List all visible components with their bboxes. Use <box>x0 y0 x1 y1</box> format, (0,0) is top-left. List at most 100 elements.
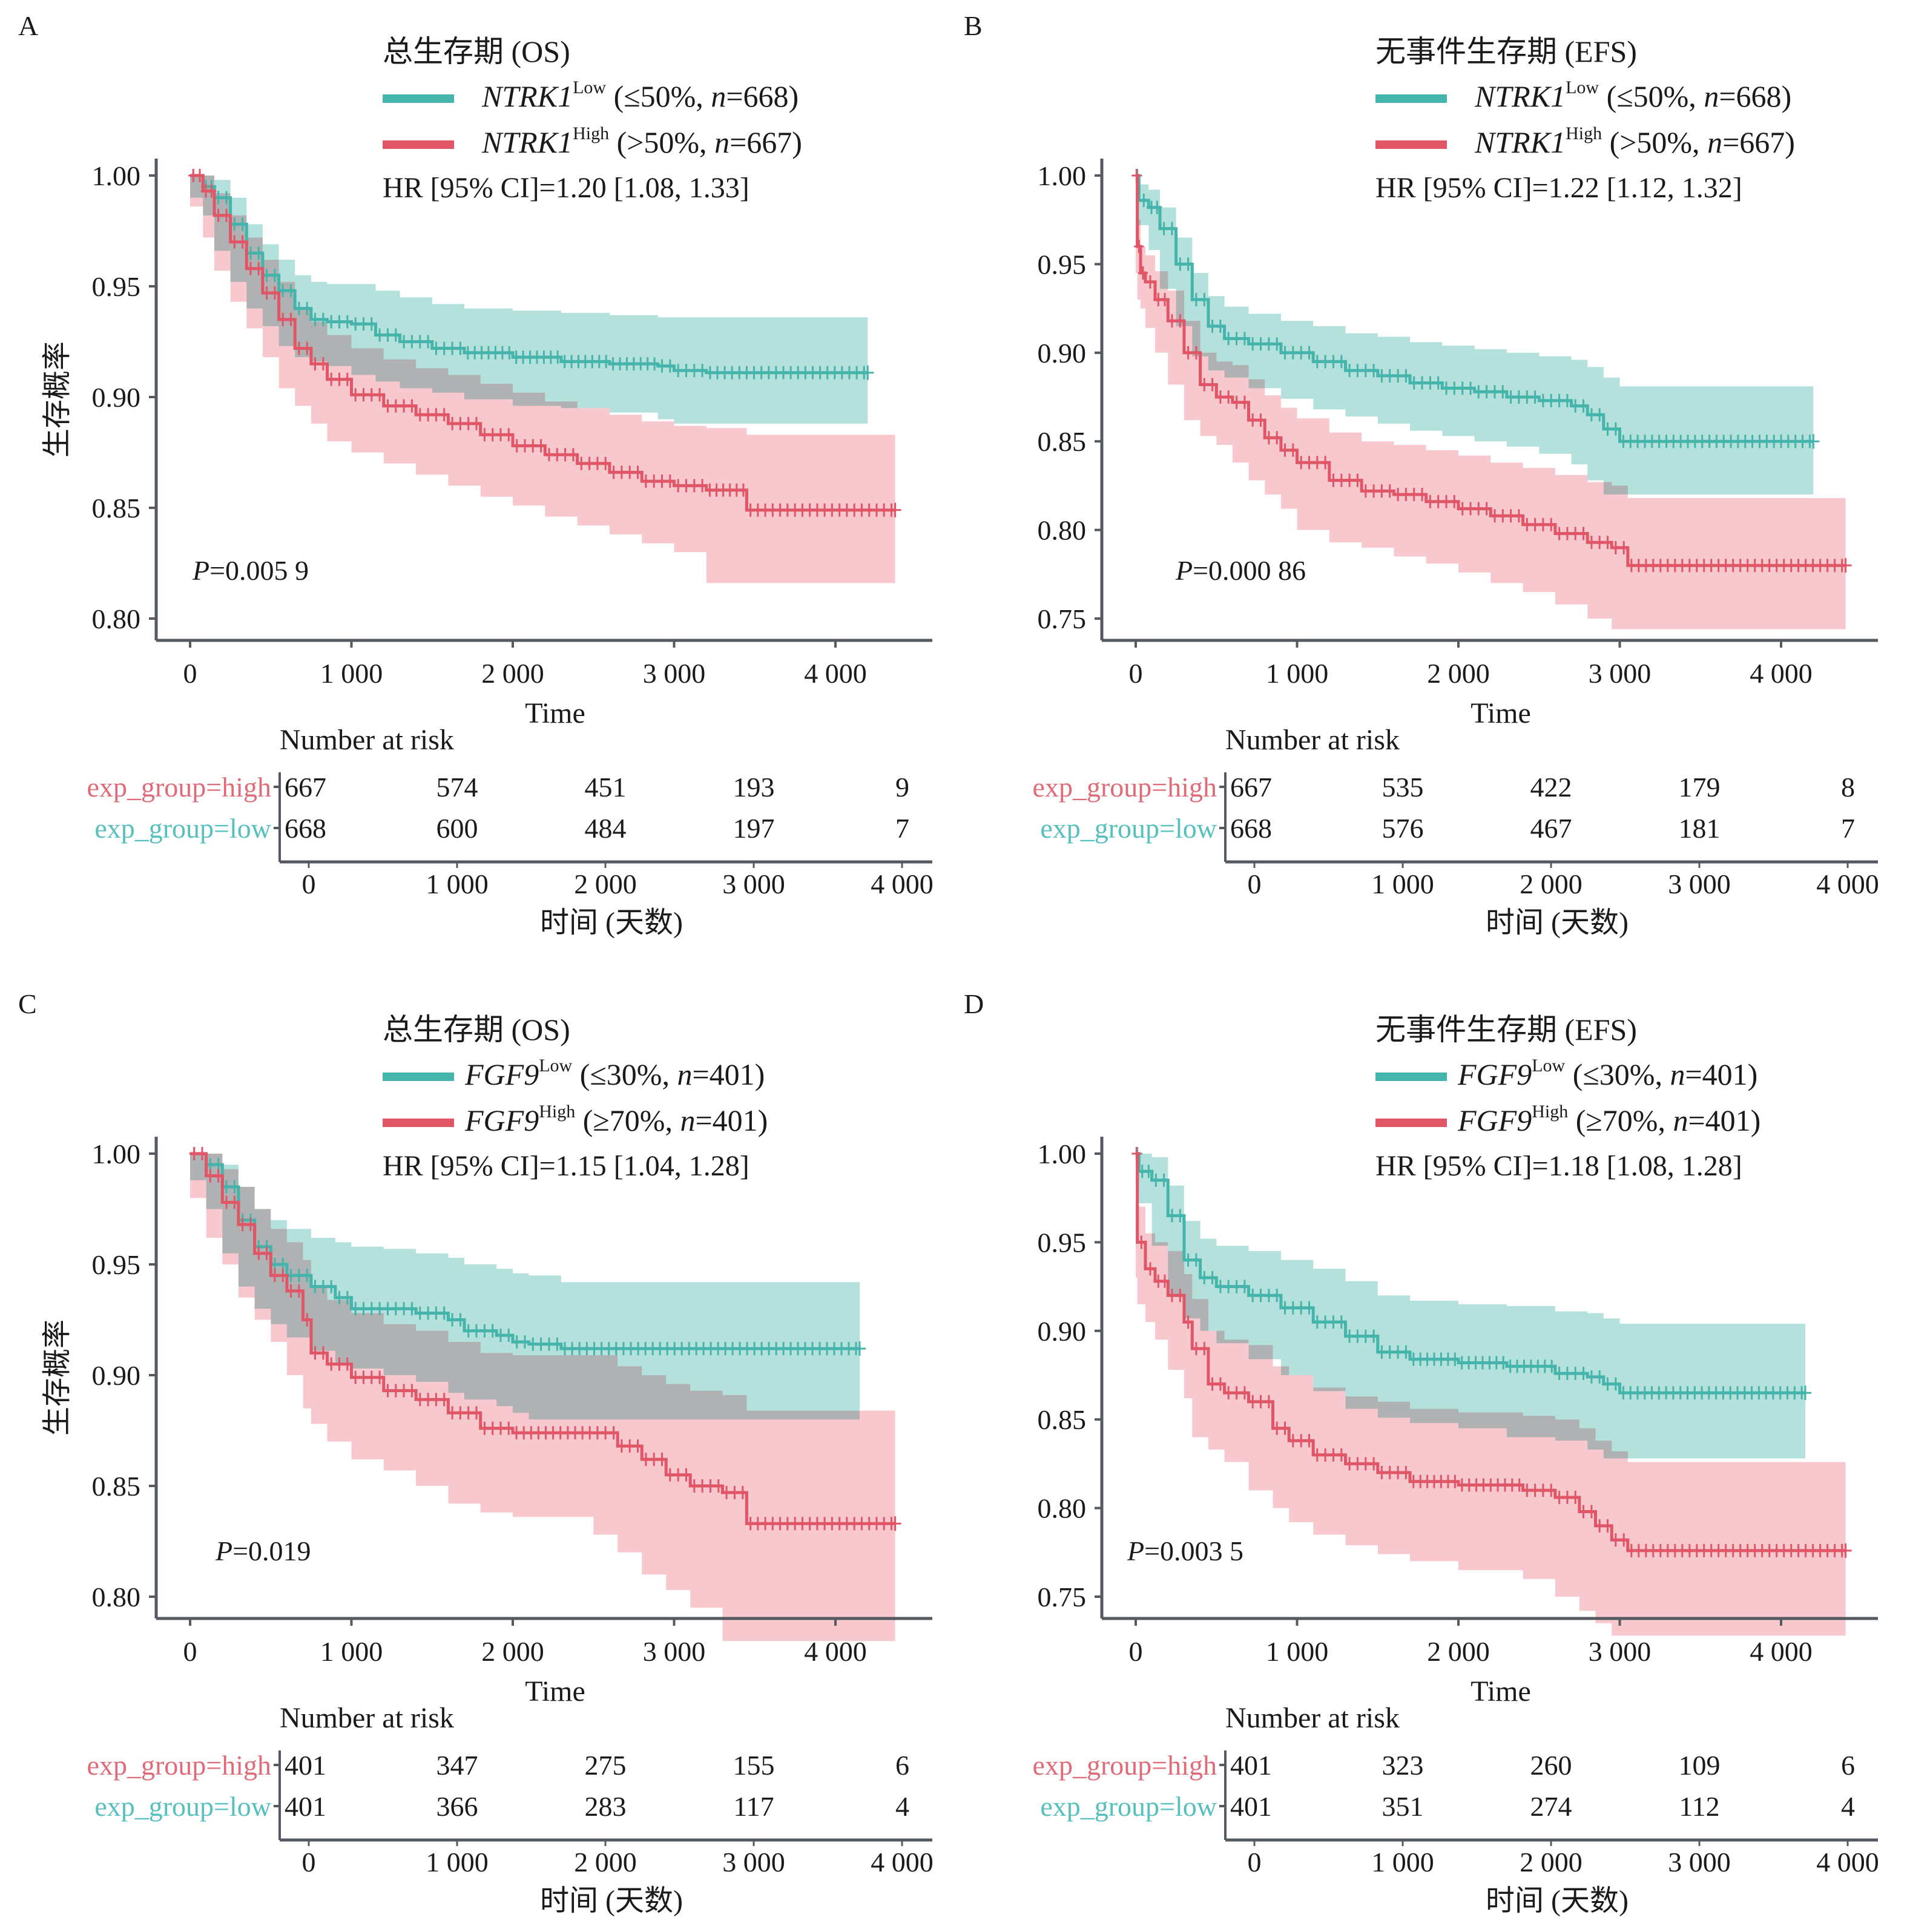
censor-mark <box>278 312 288 326</box>
legend-swatch-high <box>1375 140 1447 149</box>
risk-count: 6 <box>895 1750 909 1781</box>
risk-count: 451 <box>585 772 627 803</box>
risk-count: 179 <box>1679 772 1721 803</box>
censor-mark <box>278 1269 288 1283</box>
censor-mark <box>1224 1280 1234 1293</box>
censor-mark <box>1191 1253 1201 1267</box>
panel-label: A <box>18 10 38 41</box>
censor-mark <box>1417 376 1427 390</box>
censor-mark <box>1498 1356 1509 1370</box>
censor-mark <box>1610 540 1621 554</box>
risk-count: 7 <box>1841 813 1855 844</box>
risk-table-title: Number at risk <box>1225 724 1400 756</box>
y-tick-label: 0.75 <box>1038 603 1087 634</box>
risk-count: 366 <box>436 1791 478 1822</box>
risk-count: 667 <box>1230 772 1272 803</box>
censor-mark <box>1401 369 1411 383</box>
x-tick-label: 4 000 <box>1750 1636 1813 1667</box>
ci-band-high <box>190 176 895 583</box>
risk-count: 668 <box>285 813 326 844</box>
censor-mark <box>633 1439 643 1453</box>
legend-gene: NTRK1 <box>481 125 573 159</box>
censor-mark <box>1385 1466 1395 1479</box>
legend-swatch-high <box>383 1119 454 1127</box>
y-tick-label: 1.00 <box>92 160 141 191</box>
censor-mark <box>1145 1262 1155 1276</box>
censor-mark <box>1207 378 1217 392</box>
censor-mark <box>520 1335 530 1349</box>
legend-sup: Low <box>1566 77 1599 97</box>
censor-mark <box>1160 1274 1170 1288</box>
censor-mark <box>1288 1434 1298 1448</box>
censor-mark <box>269 268 280 282</box>
y-tick-label: 1.00 <box>1038 160 1087 191</box>
censor-mark <box>681 1468 691 1482</box>
censor-mark <box>1159 222 1169 235</box>
censor-mark <box>1183 1315 1193 1329</box>
censor-mark <box>310 1280 320 1293</box>
censor-mark <box>1191 1342 1201 1356</box>
y-tick-label: 0.85 <box>92 1471 141 1502</box>
y-tick-label: 0.90 <box>92 382 141 413</box>
risk-x-tick-label: 4 000 <box>1816 869 1879 899</box>
p-label: P <box>1127 1536 1144 1566</box>
censor-mark <box>1320 1315 1331 1329</box>
censor-mark <box>1595 408 1605 422</box>
censor-mark <box>1336 355 1346 369</box>
censor-mark <box>1369 1329 1379 1343</box>
censor-mark <box>730 1486 740 1499</box>
censor-mark <box>1513 509 1524 523</box>
ci-band-high <box>190 1154 895 1641</box>
censor-mark <box>1183 257 1193 271</box>
legend-entry-low: NTRK1Low (≤50%, n=668) <box>481 77 799 113</box>
censor-mark <box>318 357 328 371</box>
censor-mark <box>1578 1505 1589 1519</box>
risk-count: 274 <box>1530 1791 1572 1822</box>
censor-mark <box>1449 381 1460 395</box>
legend-entry-low: NTRK1Low (≤50%, n=668) <box>1474 77 1791 113</box>
censor-mark <box>1619 540 1629 554</box>
censor-mark <box>1352 1329 1363 1343</box>
censor-mark <box>1256 1395 1266 1408</box>
risk-count: 574 <box>436 772 478 803</box>
risk-count: 197 <box>733 813 775 844</box>
censor-mark <box>1159 1173 1169 1187</box>
risk-count: 7 <box>895 813 909 844</box>
censor-mark <box>1546 518 1556 531</box>
censor-mark <box>1152 200 1162 214</box>
p-number: =0.003 5 <box>1144 1536 1243 1566</box>
legend-gene: NTRK1 <box>481 79 573 113</box>
censor-mark <box>504 1329 514 1342</box>
censor-mark <box>601 355 611 369</box>
censor-mark <box>1417 488 1427 501</box>
x-tick-label: 0 <box>1129 1636 1143 1667</box>
censor-mark <box>213 208 223 222</box>
censor-mark <box>423 335 433 349</box>
risk-count: 401 <box>1230 1791 1272 1822</box>
y-tick-label: 0.95 <box>1038 249 1087 280</box>
censor-mark-end <box>861 365 874 380</box>
censor-mark <box>222 191 231 205</box>
y-tick-label: 0.85 <box>1038 1404 1087 1435</box>
censor-mark <box>1513 390 1524 404</box>
x-tick-label: 4 000 <box>804 658 867 689</box>
legend-gene: NTRK1 <box>1474 79 1566 113</box>
censor-mark <box>1320 355 1331 369</box>
censor-mark <box>1288 346 1298 360</box>
censor-mark <box>318 1346 328 1360</box>
censor-mark <box>553 350 563 364</box>
legend-n-value: =401) <box>692 1057 765 1091</box>
censor-mark <box>1401 1466 1411 1479</box>
risk-x-axis-title: 时间 (天数) <box>540 1885 683 1917</box>
censor-mark <box>1433 376 1443 390</box>
legend-gene: NTRK1 <box>1474 125 1566 159</box>
legend-sup: High <box>1566 123 1602 143</box>
p-number: =0.005 9 <box>209 555 309 586</box>
legend-entry-high: NTRK1High (>50%, n=667) <box>481 123 802 159</box>
censor-mark <box>302 301 312 315</box>
risk-count: 275 <box>585 1750 627 1781</box>
censor-mark <box>504 346 515 360</box>
y-tick-label: 0.95 <box>92 1249 141 1280</box>
p-value: P=0.003 5 <box>1127 1536 1243 1566</box>
